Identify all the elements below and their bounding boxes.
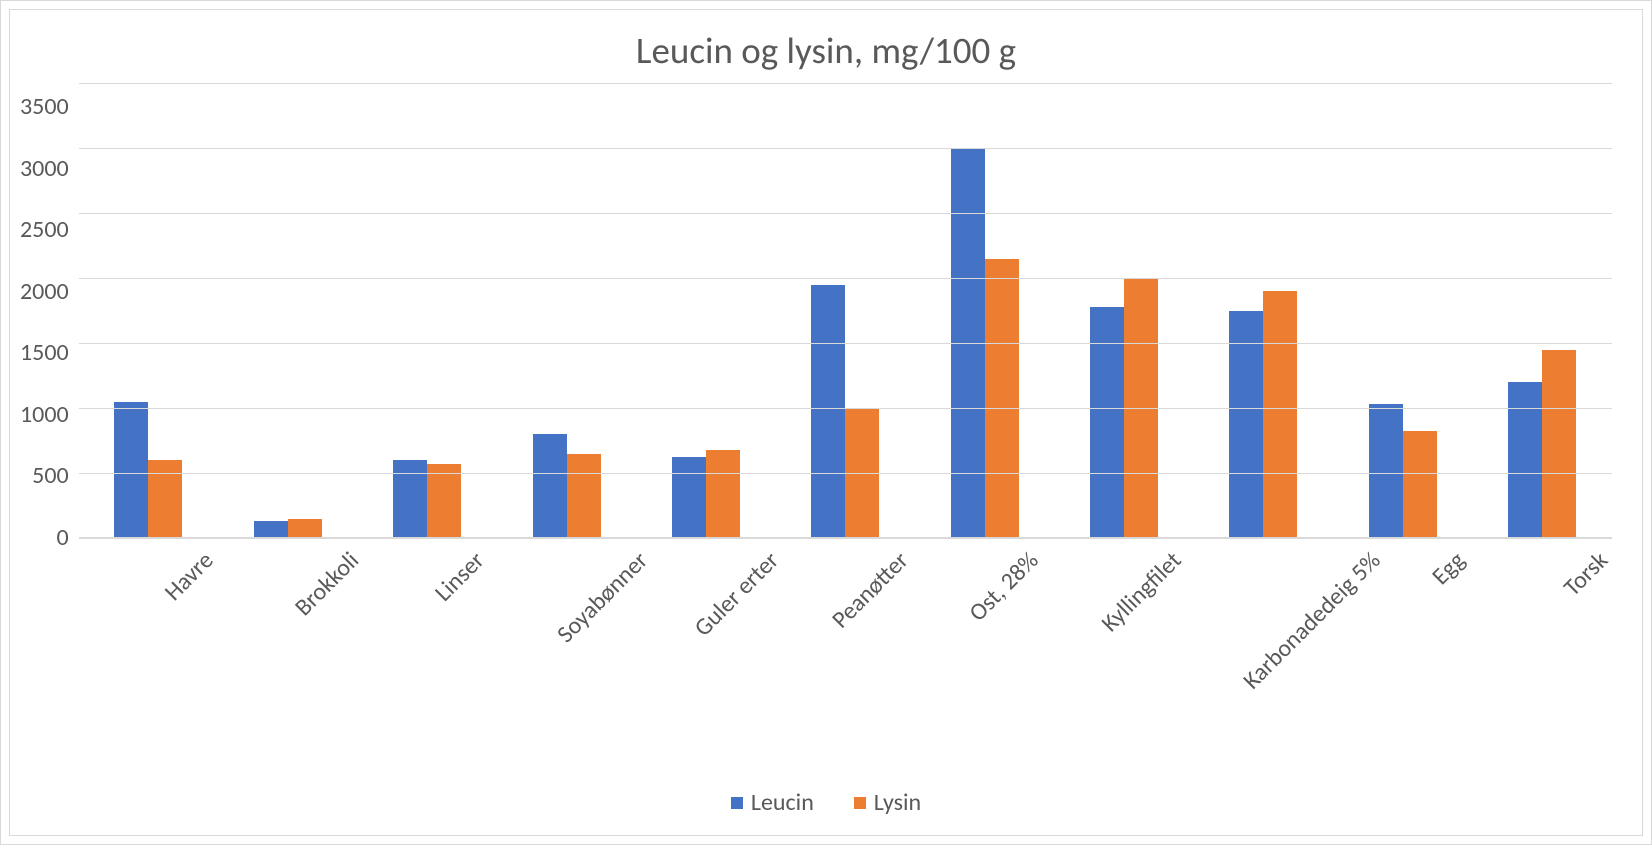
x-axis-label: Linser: [349, 546, 484, 778]
bar: [288, 519, 322, 538]
gridline: [79, 213, 1612, 214]
category-group: [1473, 83, 1612, 538]
gridline: [79, 473, 1612, 474]
category-group: [1194, 83, 1333, 538]
legend-item: Lysin: [854, 788, 921, 817]
bar: [1403, 431, 1437, 538]
y-tick: 2500: [20, 218, 69, 242]
category-group: [218, 83, 357, 538]
gridline: [79, 83, 1612, 84]
x-axis-label: Peanøtter: [754, 546, 889, 778]
bar: [985, 259, 1019, 539]
y-axis-spacer: [20, 538, 79, 778]
chart-container: Leucin og lysin, mg/100 g 3500 3000 2500 20…: [0, 0, 1652, 845]
category-group: [776, 83, 915, 538]
y-axis: 3500300025002000150010005000: [20, 83, 79, 538]
bars-layer: [79, 83, 1612, 538]
bar: [1508, 382, 1542, 538]
plot-row: 3500300025002000150010005000: [10, 83, 1642, 538]
y-tick: 2000: [20, 280, 69, 304]
bar: [1369, 404, 1403, 538]
y-tick: 1500: [20, 341, 69, 365]
x-axis-labels: HavreBrokkoliLinserSoyabønnerGuler erter…: [79, 538, 1612, 778]
category-group: [636, 83, 775, 538]
x-axis-label: Torsk: [1477, 546, 1612, 778]
chart-inner: Leucin og lysin, mg/100 g 3500 3000 2500 20…: [9, 9, 1643, 836]
legend-item: Leucin: [731, 788, 814, 817]
gridline: [79, 408, 1612, 409]
plot-area: [79, 83, 1612, 538]
bar: [567, 454, 601, 539]
legend-label: Lysin: [874, 788, 921, 817]
category-group: [497, 83, 636, 538]
gridline: [79, 538, 1612, 539]
bar: [1229, 311, 1263, 539]
legend: Leucin Lysin: [10, 778, 1642, 835]
bar: [1542, 350, 1576, 539]
y-tick: 3500: [20, 95, 69, 119]
legend-label: Leucin: [751, 788, 814, 817]
bar: [1090, 307, 1124, 538]
bar: [148, 460, 182, 538]
bar: [427, 464, 461, 538]
gridline: [79, 343, 1612, 344]
bar: [393, 460, 427, 538]
category-group: [1333, 83, 1472, 538]
x-axis-label: Brokkoli: [214, 546, 349, 778]
y-tick: 500: [32, 464, 69, 488]
x-axis-label: Karbonadedeig 5%: [1160, 546, 1342, 778]
x-axis-label: Soyabønner: [484, 546, 619, 778]
category-group: [357, 83, 496, 538]
chart-title: Leucin og lysin, mg/100 g: [10, 10, 1642, 83]
y-tick: 3000: [20, 157, 69, 181]
legend-swatch: [854, 797, 866, 809]
bar: [706, 450, 740, 538]
category-group: [1054, 83, 1193, 538]
gridline: [79, 148, 1612, 149]
bar: [811, 285, 845, 539]
x-axis-row: HavreBrokkoliLinserSoyabønnerGuler erter…: [10, 538, 1642, 778]
x-axis-label: Havre: [79, 546, 214, 778]
y-tick: 0: [56, 526, 68, 550]
bar: [672, 457, 706, 538]
x-axis-label: Kyllingfilet: [1025, 546, 1160, 778]
category-group: [915, 83, 1054, 538]
category-group: [79, 83, 218, 538]
bar: [114, 402, 148, 539]
gridline: [79, 278, 1612, 279]
bar: [254, 521, 288, 538]
y-tick: 1000: [20, 403, 69, 427]
x-axis-label: Ost, 28%: [890, 546, 1025, 778]
bar: [1263, 291, 1297, 538]
legend-swatch: [731, 797, 743, 809]
bar: [533, 434, 567, 538]
